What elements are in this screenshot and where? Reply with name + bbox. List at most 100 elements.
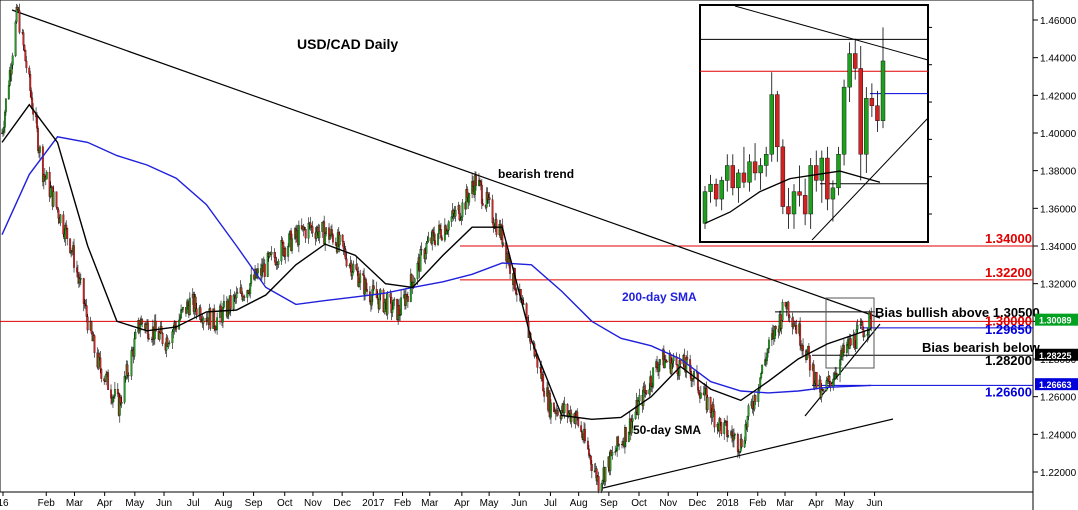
- candle-body: [76, 267, 78, 273]
- candle-body: [570, 413, 573, 422]
- candle-body: [627, 432, 630, 442]
- candle-body: [93, 335, 96, 353]
- candle-body: [686, 357, 689, 360]
- inset-candle-body: [797, 191, 802, 196]
- candle-body: [11, 55, 14, 66]
- price-tag-label: 1.30089: [1039, 316, 1072, 326]
- inset-candle-body: [841, 86, 847, 155]
- candle-body: [219, 305, 221, 318]
- x-tick-label: Dec: [333, 498, 351, 509]
- x-tick-label: Feb: [394, 498, 412, 509]
- candle-body: [126, 364, 129, 376]
- price-tags: 1.30089 1.28225 1.26663: [1035, 313, 1078, 391]
- candle-body: [17, 9, 20, 11]
- candle-body: [168, 342, 171, 344]
- candle-body: [709, 396, 712, 413]
- inset-candle-body: [708, 183, 713, 192]
- candle-body: [105, 373, 108, 382]
- x-tick-label: Jun: [866, 498, 882, 509]
- candle-body: [392, 300, 395, 310]
- candle-body: [768, 339, 770, 349]
- inset-candle-body: [814, 165, 819, 181]
- candle-body: [604, 466, 607, 482]
- candle-body: [98, 353, 101, 358]
- candle-body: [719, 418, 722, 423]
- candle-body: [133, 338, 136, 357]
- x-tick-label: Aug: [215, 498, 233, 509]
- inset-candle-body: [769, 94, 774, 155]
- candle-body: [307, 223, 310, 239]
- candle-body: [161, 333, 164, 344]
- candle-body: [107, 372, 110, 390]
- candle-body: [389, 293, 392, 298]
- sma-50-line: [1, 103, 872, 421]
- candle-body: [79, 278, 82, 280]
- inset-sma-line: [704, 170, 881, 224]
- candle-body: [167, 343, 170, 347]
- candle-body: [665, 360, 668, 363]
- candle-body: [815, 372, 818, 388]
- candle-body: [746, 416, 749, 428]
- candle-body: [378, 293, 381, 309]
- x-tick-label: Dec: [689, 498, 707, 509]
- candle-body: [90, 321, 93, 334]
- candle-body: [24, 50, 27, 62]
- candle-body: [311, 226, 314, 234]
- candle-body: [747, 405, 750, 417]
- candle-body: [382, 289, 385, 313]
- inset-candle-body: [852, 53, 858, 69]
- candle-body: [174, 322, 177, 327]
- level-label: 1.29650: [985, 322, 1032, 337]
- candle-body: [348, 264, 351, 267]
- candle-body: [410, 274, 413, 283]
- sma-200-line: [1, 136, 872, 394]
- candle-body: [650, 376, 653, 387]
- inset-trendline: [734, 5, 929, 61]
- candle-body: [720, 422, 723, 434]
- candle-body: [30, 90, 33, 99]
- candle-body: [556, 410, 559, 416]
- candle-body: [693, 371, 695, 379]
- candle-body: [37, 128, 39, 151]
- candle-body: [437, 233, 439, 245]
- candle-body: [479, 181, 482, 186]
- x-tick-label: May: [835, 498, 854, 509]
- candle-body: [589, 455, 592, 465]
- candle-body: [284, 248, 287, 257]
- candle-body: [525, 303, 528, 318]
- candle-body: [433, 232, 436, 241]
- candle-body: [288, 233, 291, 247]
- candle-body: [515, 293, 518, 295]
- inset-candle-body: [819, 157, 825, 181]
- inset-candle-body: [752, 161, 758, 174]
- candle-body: [229, 295, 232, 309]
- candle-body: [492, 222, 495, 227]
- candle-body: [478, 179, 481, 182]
- candle-body: [587, 440, 589, 450]
- y-tick-label: 1.40000: [1040, 129, 1077, 140]
- candle-body: [222, 301, 225, 308]
- x-tick-label: Oct: [277, 498, 293, 509]
- candle-body: [304, 229, 307, 239]
- level-label: Bias bullish above 1.30500: [875, 305, 1040, 320]
- inset-candle-body: [713, 183, 719, 200]
- candle-body: [658, 364, 660, 372]
- candle-body: [55, 191, 58, 208]
- candle-body: [393, 298, 396, 301]
- y-tick-label: 1.22000: [1040, 468, 1077, 479]
- candle-body: [243, 296, 246, 298]
- candle-body: [781, 302, 784, 321]
- candle-body: [14, 21, 17, 56]
- candle-body: [679, 360, 682, 365]
- x-tick-label: 2017: [362, 498, 385, 509]
- candle-body: [315, 231, 318, 239]
- candle-body: [280, 240, 283, 262]
- candle-body: [472, 181, 475, 187]
- level-label: 1.30000: [985, 313, 1032, 328]
- candle-body: [609, 450, 612, 471]
- candle-body: [112, 397, 114, 403]
- candle-body: [352, 264, 355, 273]
- inset-candle-body: [802, 195, 808, 215]
- candle-body: [481, 203, 484, 206]
